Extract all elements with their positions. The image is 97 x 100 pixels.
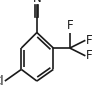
Text: N: N bbox=[32, 0, 41, 5]
Text: Cl: Cl bbox=[0, 74, 4, 88]
Text: F: F bbox=[86, 34, 93, 47]
Text: F: F bbox=[86, 49, 93, 62]
Text: F: F bbox=[67, 19, 73, 32]
